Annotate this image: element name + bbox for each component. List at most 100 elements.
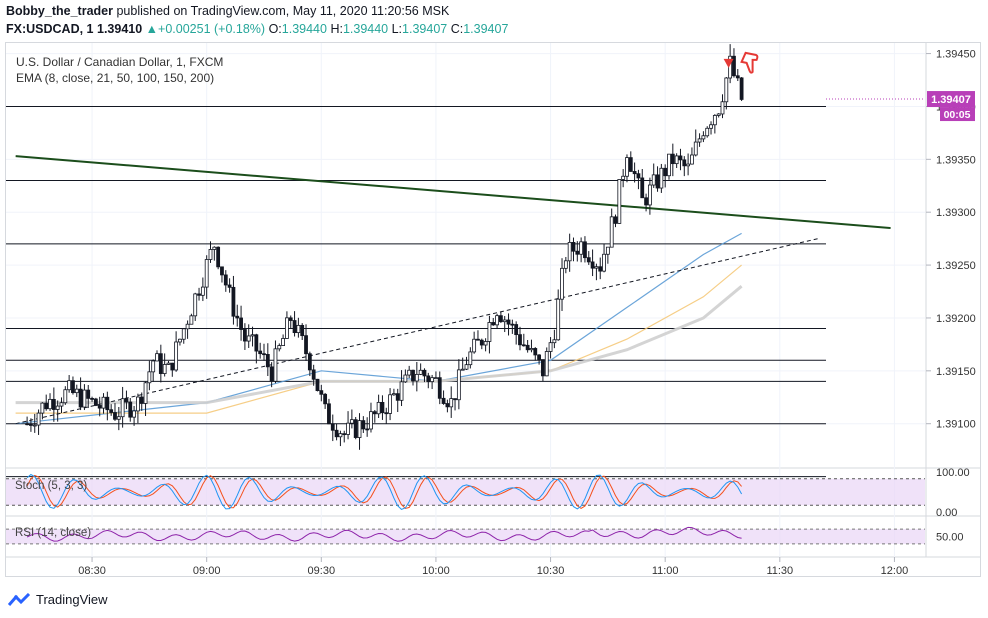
ema-line-1	[15, 232, 742, 425]
candle-body	[697, 138, 702, 143]
candle-body	[48, 398, 52, 410]
candle-body	[460, 368, 465, 371]
candle-body	[285, 317, 289, 339]
candle-body	[605, 246, 610, 255]
candle-body	[269, 366, 274, 382]
candle-body	[189, 315, 194, 325]
candle-body	[732, 55, 736, 77]
close-value: 1.39407	[463, 22, 509, 36]
candle-body	[476, 338, 480, 341]
stoch-d-line	[26, 474, 742, 510]
candle-body	[449, 398, 454, 408]
candle-body	[357, 420, 362, 438]
candle-body	[724, 77, 729, 103]
candle-body	[678, 155, 683, 161]
candle-body	[644, 197, 648, 206]
candle-body	[548, 342, 553, 352]
candle-body	[716, 113, 721, 116]
candle-body	[223, 274, 228, 286]
candle-body	[514, 324, 519, 336]
candle-body	[521, 344, 526, 347]
low-value: 1.39407	[402, 22, 448, 36]
candle-body	[109, 409, 114, 413]
candle-body	[739, 77, 744, 100]
candle-body	[472, 338, 477, 353]
candle-body	[609, 216, 614, 248]
candle-body	[204, 259, 209, 288]
published-text: published on TradingView.com, May 11, 20…	[116, 4, 450, 18]
candle-body	[445, 403, 450, 408]
candle-body	[208, 249, 213, 260]
candle-body	[59, 402, 64, 407]
candle-body	[709, 124, 713, 129]
candle-body	[158, 353, 163, 374]
candle-body	[648, 184, 652, 206]
candle-body	[384, 412, 389, 415]
candle-body	[422, 369, 427, 377]
price-tick-label: 1.39150	[936, 366, 976, 378]
open-label: O:	[268, 22, 282, 36]
high-value: 1.39440	[342, 22, 389, 36]
time-tick-label: 11:30	[766, 565, 793, 577]
time-tick-label: 10:30	[537, 565, 565, 577]
candle-body	[613, 216, 618, 224]
candle-body	[32, 424, 37, 427]
candle-body	[541, 359, 545, 377]
tradingview-logo-icon	[8, 592, 31, 606]
candle-body	[166, 362, 171, 365]
symbol-label: FX:USDCAD, 1	[6, 22, 94, 36]
candle-body	[216, 246, 221, 268]
chart-frame[interactable]	[5, 42, 981, 577]
candle-body	[365, 428, 370, 431]
candle-body	[82, 389, 87, 408]
candle-body	[292, 320, 297, 334]
tradingview-logo[interactable]: TradingView	[8, 592, 108, 607]
candle-body	[395, 393, 400, 401]
candle-body	[651, 174, 656, 186]
ema-line-3	[15, 285, 743, 405]
candle-body	[625, 157, 629, 177]
candle-body	[575, 250, 580, 255]
author-name[interactable]: Bobby_the_trader	[6, 4, 113, 18]
candle-body	[441, 397, 446, 404]
candle-body	[506, 319, 511, 325]
candle-body	[701, 135, 706, 140]
stoch-label: Stoch (5, 3, 3)	[15, 480, 88, 492]
thumbs-down-icon	[740, 51, 759, 74]
candle-body	[36, 412, 41, 426]
candle-body	[29, 423, 33, 426]
candle-body	[636, 173, 641, 179]
candle-body	[560, 267, 564, 300]
price-tick-label: 1.39200	[936, 313, 976, 325]
symbol-legend: U.S. Dollar / Canadian Dollar, 1, FXCM	[16, 55, 224, 69]
candle-body	[720, 101, 725, 115]
candle-body	[552, 339, 557, 344]
candle-body	[51, 398, 56, 410]
time-tick-label: 10:00	[422, 565, 450, 577]
candle-body	[414, 373, 419, 382]
candle-body	[556, 298, 561, 341]
candle-body	[594, 266, 599, 269]
candle-body	[281, 338, 286, 346]
candle-body	[143, 382, 148, 404]
candle-body	[483, 341, 488, 346]
candle-body	[25, 423, 30, 426]
candle-body	[544, 351, 549, 377]
candle-body	[93, 398, 98, 406]
price-change: +0.00251 (+0.18%)	[158, 22, 266, 36]
candle-body	[86, 389, 91, 399]
candle-body	[170, 362, 175, 371]
candle-body	[273, 348, 278, 382]
candle-body	[200, 286, 205, 296]
candle-body	[712, 115, 717, 126]
candle-body	[90, 397, 94, 400]
countdown-label: 00:05	[944, 109, 971, 121]
candle-body	[315, 378, 320, 392]
candle-body	[246, 335, 251, 342]
candle-body	[185, 323, 190, 330]
candle-body	[227, 284, 232, 288]
candle-body	[590, 261, 595, 269]
time-tick-label: 08:30	[78, 565, 106, 577]
candle-body	[686, 163, 691, 167]
